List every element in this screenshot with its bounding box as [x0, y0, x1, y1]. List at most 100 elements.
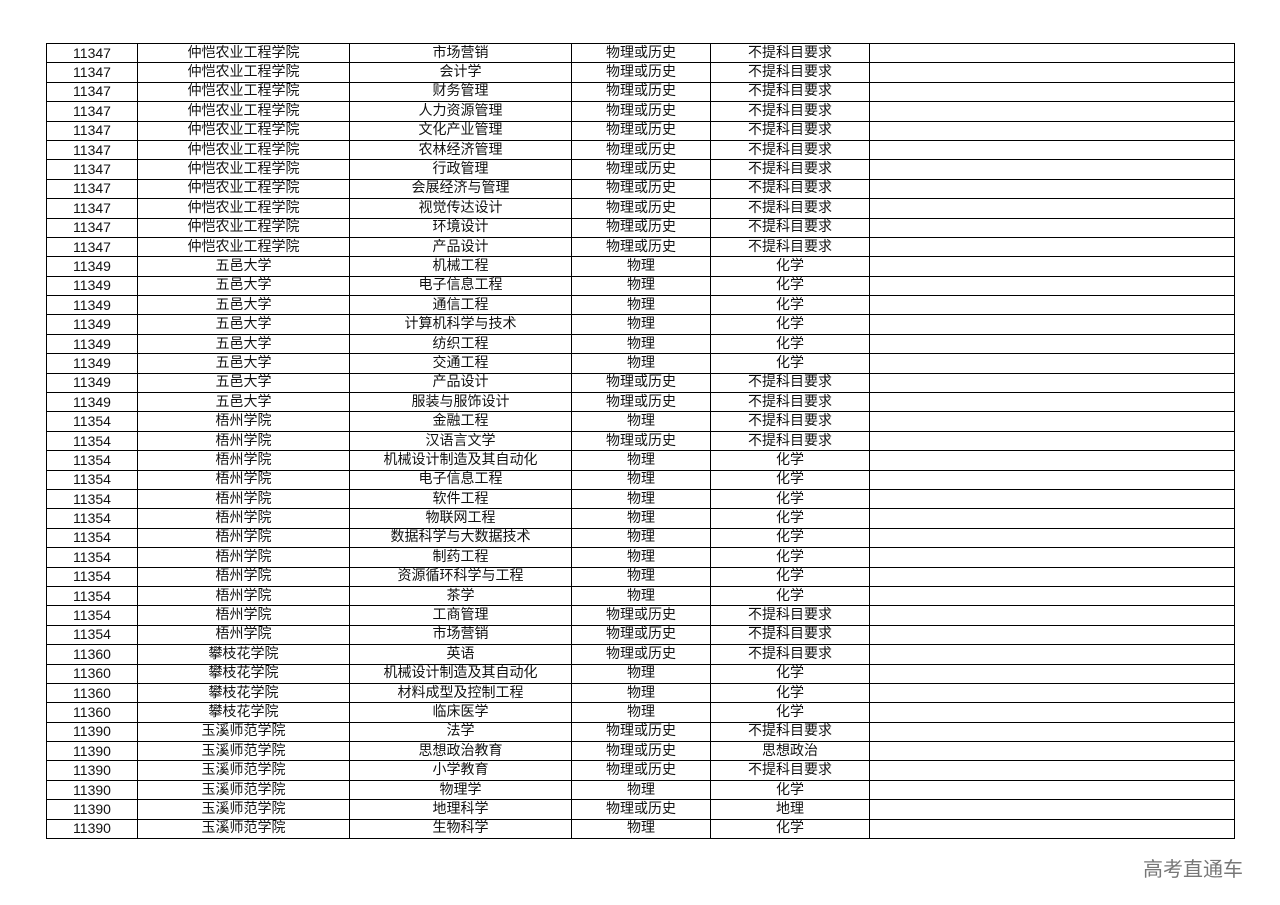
- remarks-cell: [869, 256, 1235, 277]
- major-name-cell: 机械工程: [349, 256, 572, 277]
- school-code-cell: 11354: [46, 605, 138, 626]
- major-name-cell: 物理学: [349, 779, 572, 801]
- remarks-cell: [869, 760, 1235, 781]
- primary-subject-cell: 物理: [571, 547, 711, 568]
- school-name-cell: 梧州学院: [137, 527, 350, 549]
- school-name-cell: 仲恺农业工程学院: [137, 101, 350, 122]
- school-code-cell: 11347: [46, 81, 138, 103]
- primary-subject-cell: 物理: [571, 295, 711, 316]
- school-name-cell: 梧州学院: [137, 566, 350, 587]
- school-name-cell: 梧州学院: [137, 469, 350, 490]
- secondary-subject-cell: 化学: [710, 295, 870, 316]
- school-code-cell: 11360: [46, 663, 138, 684]
- major-name-cell: 物联网工程: [349, 508, 572, 529]
- school-code-cell: 11390: [46, 741, 138, 762]
- secondary-subject-cell: 不提科目要求: [710, 721, 870, 743]
- major-name-cell: 资源循环科学与工程: [349, 566, 572, 587]
- remarks-cell: [869, 295, 1235, 316]
- secondary-subject-cell: 不提科目要求: [710, 120, 870, 141]
- secondary-subject-cell: 化学: [710, 585, 870, 607]
- primary-subject-cell: 物理或历史: [571, 198, 711, 219]
- primary-subject-cell: 物理或历史: [571, 81, 711, 103]
- secondary-subject-cell: 不提科目要求: [710, 372, 870, 394]
- school-code-cell: 11349: [46, 372, 138, 394]
- major-name-cell: 临床医学: [349, 702, 572, 723]
- primary-subject-cell: 物理或历史: [571, 605, 711, 626]
- primary-subject-cell: 物理或历史: [571, 62, 711, 83]
- school-code-cell: 11347: [46, 120, 138, 141]
- secondary-subject-cell: 化学: [710, 702, 870, 723]
- remarks-cell: [869, 236, 1235, 258]
- major-name-cell: 工商管理: [349, 605, 572, 626]
- school-name-cell: 五邑大学: [137, 256, 350, 277]
- secondary-subject-cell: 不提科目要求: [710, 159, 870, 180]
- secondary-subject-cell: 化学: [710, 779, 870, 801]
- primary-subject-cell: 物理: [571, 779, 711, 801]
- school-code-cell: 11347: [46, 159, 138, 180]
- school-code-cell: 11360: [46, 702, 138, 723]
- primary-subject-cell: 物理或历史: [571, 392, 711, 413]
- table-row: 11347 仲恺农业工程学院 财务管理 物理或历史 不提科目要求: [46, 81, 1235, 103]
- table-row: 11390 玉溪师范学院 地理科学 物理或历史 地理: [46, 799, 1235, 820]
- table-row: 11360 攀枝花学院 机械设计制造及其自动化 物理 化学: [46, 663, 1235, 684]
- school-name-cell: 五邑大学: [137, 333, 350, 355]
- major-name-cell: 汉语言文学: [349, 430, 572, 452]
- primary-subject-cell: 物理: [571, 566, 711, 587]
- table-row: 11349 五邑大学 纺织工程 物理 化学: [46, 333, 1235, 355]
- school-code-cell: 11349: [46, 295, 138, 316]
- remarks-cell: [869, 120, 1235, 141]
- secondary-subject-cell: 不提科目要求: [710, 139, 870, 161]
- major-name-cell: 人力资源管理: [349, 101, 572, 122]
- school-name-cell: 梧州学院: [137, 605, 350, 626]
- major-name-cell: 财务管理: [349, 81, 572, 103]
- school-name-cell: 玉溪师范学院: [137, 779, 350, 801]
- school-code-cell: 11390: [46, 721, 138, 743]
- secondary-subject-cell: 不提科目要求: [710, 430, 870, 452]
- table-row: 11390 玉溪师范学院 法学 物理或历史 不提科目要求: [46, 721, 1235, 743]
- school-code-cell: 11349: [46, 275, 138, 297]
- primary-subject-cell: 物理或历史: [571, 644, 711, 665]
- primary-subject-cell: 物理: [571, 702, 711, 723]
- table-row: 11349 五邑大学 电子信息工程 物理 化学: [46, 275, 1235, 297]
- table-row: 11360 攀枝花学院 临床医学 物理 化学: [46, 702, 1235, 723]
- major-name-cell: 茶学: [349, 585, 572, 607]
- major-name-cell: 文化产业管理: [349, 120, 572, 141]
- major-name-cell: 机械设计制造及其自动化: [349, 663, 572, 684]
- major-name-cell: 市场营销: [349, 42, 572, 64]
- major-name-cell: 法学: [349, 721, 572, 743]
- remarks-cell: [869, 566, 1235, 587]
- primary-subject-cell: 物理或历史: [571, 159, 711, 180]
- school-name-cell: 仲恺农业工程学院: [137, 178, 350, 200]
- remarks-cell: [869, 178, 1235, 200]
- remarks-cell: [869, 527, 1235, 549]
- major-name-cell: 交通工程: [349, 353, 572, 374]
- secondary-subject-cell: 化学: [710, 353, 870, 374]
- school-code-cell: 11354: [46, 411, 138, 432]
- school-name-cell: 攀枝花学院: [137, 702, 350, 723]
- school-name-cell: 仲恺农业工程学院: [137, 139, 350, 161]
- primary-subject-cell: 物理: [571, 314, 711, 335]
- remarks-cell: [869, 139, 1235, 161]
- major-name-cell: 行政管理: [349, 159, 572, 180]
- major-name-cell: 服装与服饰设计: [349, 392, 572, 413]
- school-code-cell: 11354: [46, 488, 138, 510]
- major-name-cell: 电子信息工程: [349, 275, 572, 297]
- table-row: 11354 梧州学院 工商管理 物理或历史 不提科目要求: [46, 605, 1235, 626]
- primary-subject-cell: 物理: [571, 333, 711, 355]
- table-row: 11360 攀枝花学院 英语 物理或历史 不提科目要求: [46, 644, 1235, 665]
- remarks-cell: [869, 411, 1235, 432]
- remarks-cell: [869, 430, 1235, 452]
- secondary-subject-cell: 化学: [710, 275, 870, 297]
- major-name-cell: 地理科学: [349, 799, 572, 820]
- school-code-cell: 11354: [46, 450, 138, 471]
- school-name-cell: 玉溪师范学院: [137, 721, 350, 743]
- table-row: 11390 玉溪师范学院 物理学 物理 化学: [46, 779, 1235, 801]
- table-row: 11347 仲恺农业工程学院 人力资源管理 物理或历史 不提科目要求: [46, 101, 1235, 122]
- secondary-subject-cell: 地理: [710, 799, 870, 820]
- school-code-cell: 11354: [46, 527, 138, 549]
- remarks-cell: [869, 314, 1235, 335]
- primary-subject-cell: 物理: [571, 663, 711, 684]
- remarks-cell: [869, 42, 1235, 64]
- remarks-cell: [869, 62, 1235, 83]
- secondary-subject-cell: 不提科目要求: [710, 62, 870, 83]
